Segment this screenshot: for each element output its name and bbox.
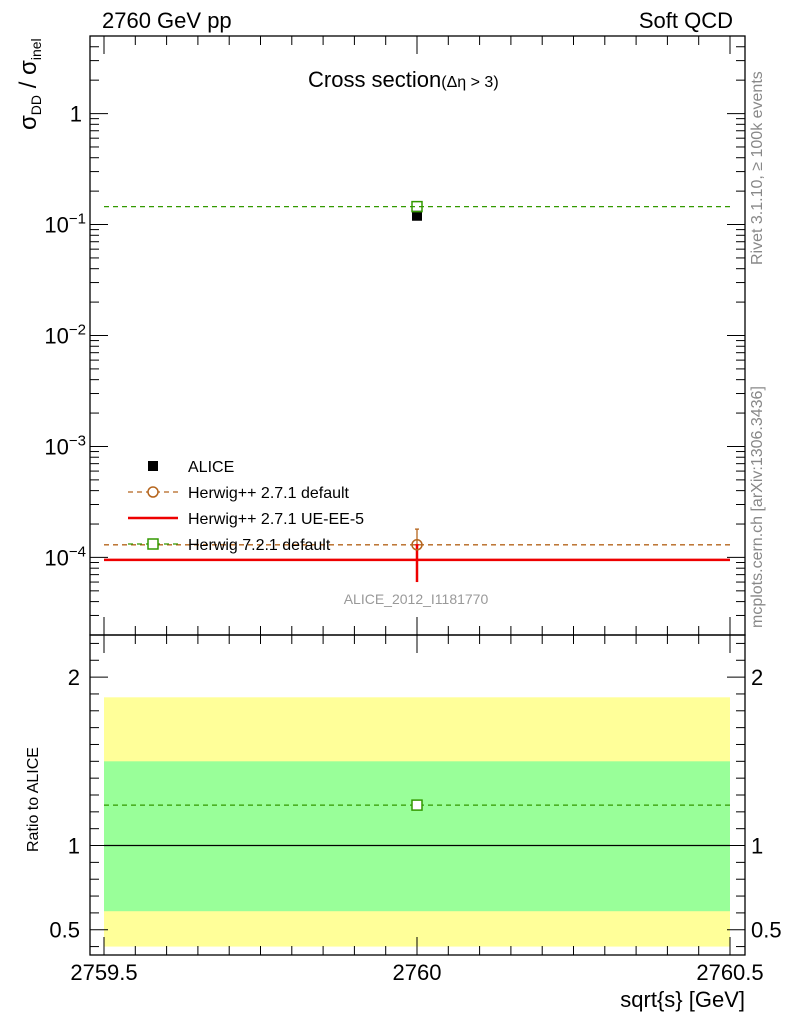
plot-title: Cross section(Δη > 3) [308, 67, 499, 92]
herwig7-ratio-marker [411, 799, 423, 811]
main-y-tick-label: 10−2 [44, 322, 86, 349]
ratio-y-axis-label: Ratio to ALICE [25, 747, 42, 852]
x-tick-label: 2760.5 [696, 960, 763, 985]
legend-label: Herwig 7.2.1 default [188, 537, 331, 554]
main-y-tick-label: 10−1 [44, 211, 86, 238]
ratio-y-tick-label-right: 2 [751, 665, 763, 690]
herwig7-marker [411, 200, 423, 213]
legend-herwig7-marker [147, 538, 159, 550]
header-right: Soft QCD [639, 8, 733, 33]
ratio-y-tick-label: 0.5 [49, 918, 80, 943]
ratio-y-tick-label: 2 [68, 665, 80, 690]
data-point [412, 210, 422, 221]
header-left: 2760 GeV pp [102, 8, 232, 33]
analysis-label: ALICE_2012_I1181770 [344, 591, 489, 607]
main-y-tick-label: 10−3 [44, 432, 86, 459]
ratio-band-inner [104, 761, 730, 912]
legend-label: Herwig++ 2.7.1 default [188, 485, 350, 502]
legend-label: ALICE [188, 459, 234, 476]
source-label: mcplots.cern.ch [arXiv:1306.3436] [749, 386, 766, 628]
ratio-y-axis: 0.5 0.5 1 1 2 2 [49, 642, 782, 948]
main-y-axis-label: σDD / σinel [15, 38, 44, 130]
plot-title-main: Cross section [308, 67, 441, 92]
herwigpp-default-marker [411, 539, 423, 551]
ratio-bands [104, 697, 730, 947]
legend-herwigpp-default-marker [147, 486, 159, 498]
x-tick-label: 2759.5 [70, 960, 137, 985]
ratio-x-axis: 2759.5 2760 2760.5 [70, 635, 764, 985]
ratio-y-tick-label-right: 0.5 [751, 918, 782, 943]
plot-title-sub: (Δη > 3) [441, 74, 498, 91]
main-y-tick-label: 1 [70, 102, 82, 127]
main-series [104, 200, 730, 583]
rivet-version-label: Rivet 3.1.10, ≥ 100k events [749, 71, 766, 265]
main-y-tick-label: 10−4 [44, 543, 86, 570]
ratio-series [104, 799, 730, 811]
x-tick-label: 2760 [393, 960, 442, 985]
main-x-axis [103, 36, 731, 635]
x-axis-label: sqrt{s} [GeV] [620, 987, 745, 1012]
legend-label: Herwig++ 2.7.1 UE-EE-5 [188, 511, 364, 528]
main-y-axis: 1 10−1 10−2 10−3 10−4 [44, 35, 745, 636]
ratio-y-tick-label-right: 1 [751, 834, 763, 859]
legend-data-symbol [148, 461, 158, 471]
ratio-y-tick-label: 1 [68, 834, 80, 859]
legend: ALICE Herwig++ 2.7.1 default Herwig++ 2.7.… [128, 459, 364, 554]
